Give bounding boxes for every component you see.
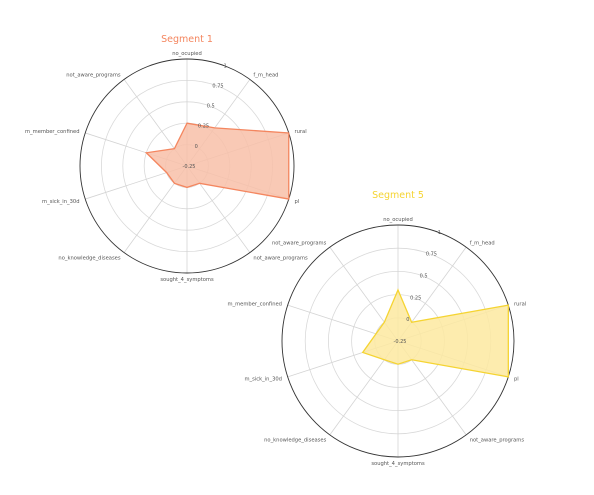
tick-label: 0.5 [207,104,215,110]
axis-label: sought_4_symptoms [371,461,425,467]
outer-circle [79,58,295,274]
axis-label: m_member_confined [227,301,282,307]
chart-title: Segment 1 [161,34,213,45]
axis-label: sought_4_symptoms [160,277,214,283]
radar-chart-2: -0.25 0 0.25 0.5 0.75 1 no_ocupied f_m_headrura… [227,190,526,467]
axis-label: rural [294,129,306,135]
axis-label: not_aware_programs [272,240,327,246]
axis-label: m_sick_in_30d [42,199,79,205]
tick-label: 0.75 [426,252,437,258]
tick-label: 0.25 [198,124,209,130]
tick-label: -0.25 [183,164,196,170]
axis-label: pl [294,199,299,205]
axis-label: no_ocupied [172,51,202,57]
chart-title: Segment 5 [372,190,424,201]
axis-label: pl [514,377,519,383]
axis-label: m_member_confined [25,129,80,135]
axis-label: no_knowledge_diseases [58,255,120,261]
outer-circle [281,224,515,458]
tick-label: -0.25 [394,339,407,345]
axis-label: f_m_head [253,73,278,79]
axis-label: no_knowledge_diseases [264,438,326,444]
axis-label: not_aware_programs [253,255,308,261]
axis-label: f_m_head [470,240,495,246]
axis-label: m_sick_in_30d [245,377,282,383]
tick-label: 0 [406,317,409,323]
axis-label: not_aware_programs [66,73,121,79]
data-area [144,122,290,200]
tick-label: 0.75 [212,83,223,89]
radar-chart-1: -0.25 0 0.25 0.5 0.75 1 no_ocupied f_m_headrura… [25,34,308,283]
axis-label: not_aware_programs [470,438,525,444]
axis-label: no_ocupied [383,217,413,223]
tick-label: 1 [224,63,227,69]
axis-label: rural [514,301,526,307]
tick-label: 0.5 [420,274,428,280]
data-area [361,288,509,378]
tick-label: 0.25 [410,295,421,301]
tick-label: 0 [195,144,198,150]
tick-label: 1 [438,230,441,236]
